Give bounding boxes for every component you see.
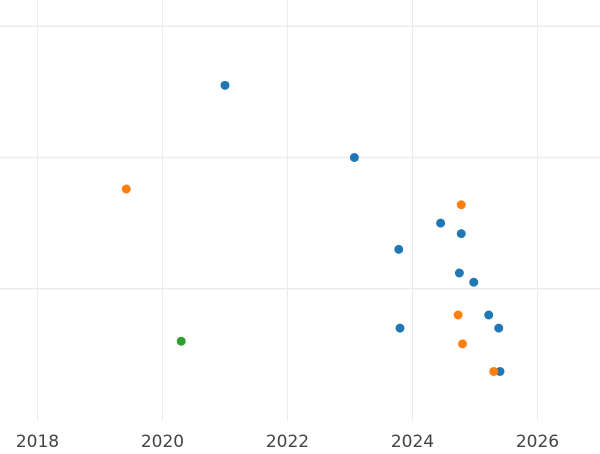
x-axis-ticks: 2018 2020 2022 2024 2026 xyxy=(16,432,559,452)
scatter-point xyxy=(495,366,505,376)
scatter-point xyxy=(436,218,446,228)
scatter-point xyxy=(453,310,463,320)
x-tick-label: 2022 xyxy=(266,432,309,450)
x-tick-label: 2018 xyxy=(16,432,59,450)
scatter-point xyxy=(456,200,466,210)
scatter-point xyxy=(395,323,405,333)
scatter-point xyxy=(220,80,230,90)
x-tick-label: 2024 xyxy=(391,432,434,450)
scatter-point xyxy=(456,229,466,239)
scatter-point xyxy=(176,336,186,346)
scatter-point xyxy=(484,310,494,320)
scatter-point xyxy=(469,277,479,287)
scatter-point xyxy=(489,366,499,376)
scatter-point xyxy=(454,268,464,278)
scatter-point xyxy=(458,339,467,349)
scatter-point xyxy=(121,184,131,194)
scatter-point xyxy=(494,323,504,333)
x-tick-label: 2026 xyxy=(516,432,559,450)
scatter-point xyxy=(349,153,359,162)
data-points xyxy=(121,80,505,376)
grid-layer xyxy=(0,0,600,420)
scatter-point xyxy=(394,244,404,254)
x-tick-label: 2020 xyxy=(141,432,184,450)
